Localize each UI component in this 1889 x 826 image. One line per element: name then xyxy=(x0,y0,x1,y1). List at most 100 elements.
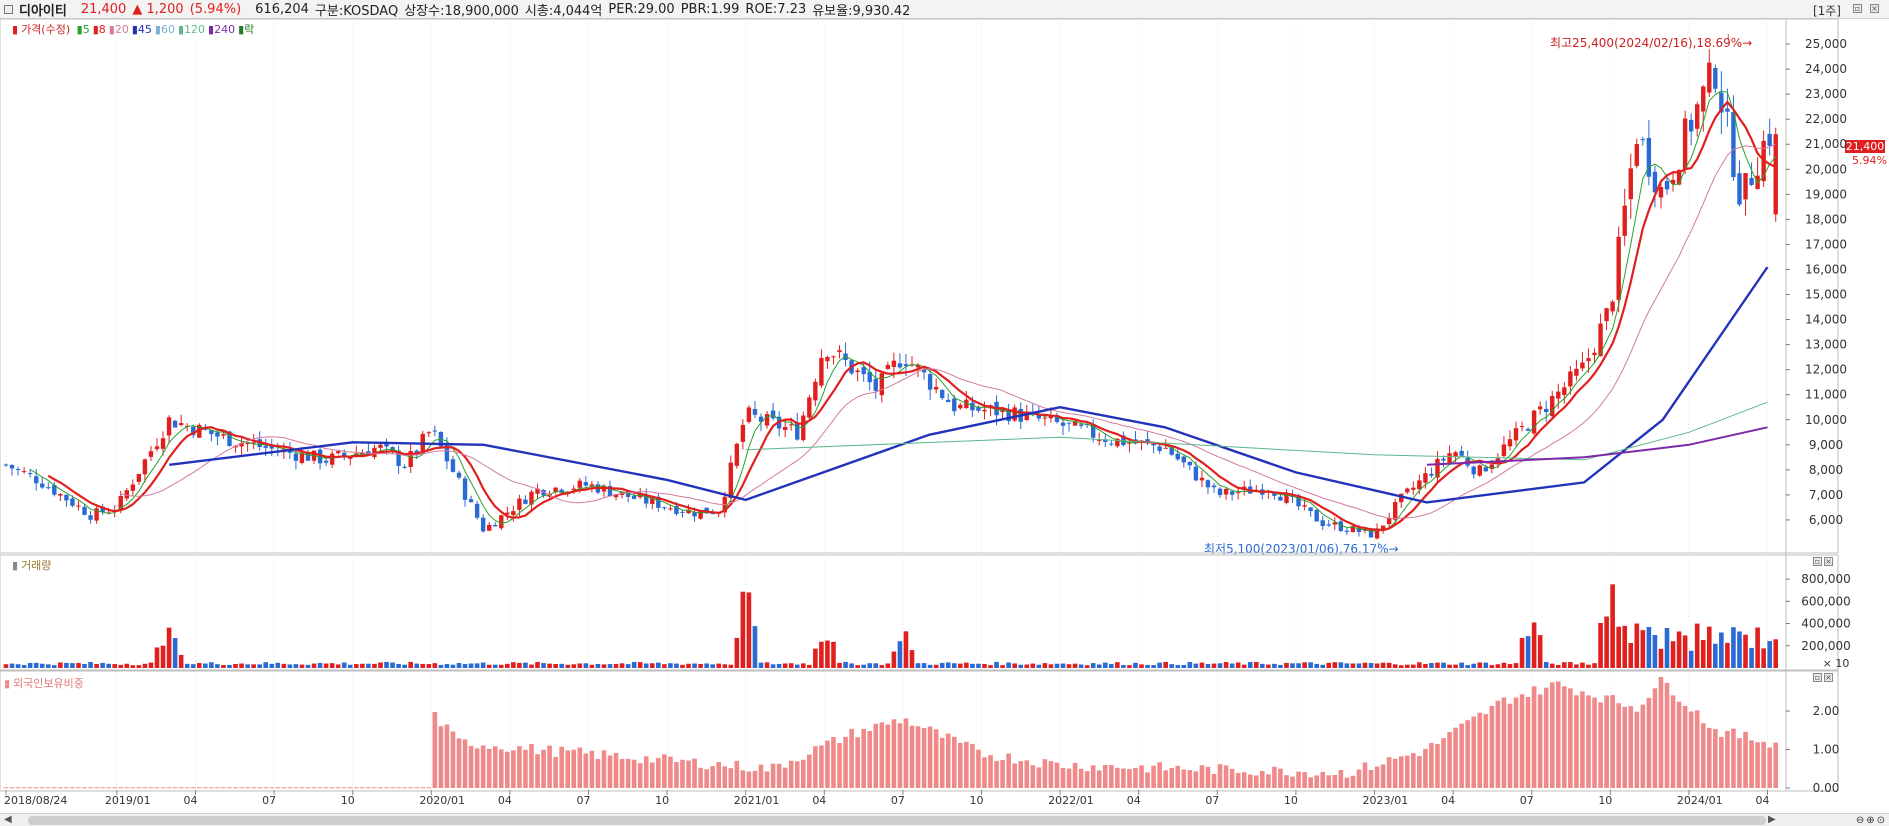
foreign-holding-bar xyxy=(136,787,142,789)
volume-bar xyxy=(1012,663,1017,668)
legend-ma-240[interactable]: ▮240 xyxy=(208,23,236,36)
close-icon[interactable]: × xyxy=(1870,4,1879,13)
volume-bar xyxy=(1513,663,1519,668)
volume-bar xyxy=(1580,662,1585,668)
candle-body xyxy=(191,426,196,436)
x-axis-label: 10 xyxy=(1598,794,1612,807)
price-tick-label: 21,000 xyxy=(1805,137,1847,151)
candle-body xyxy=(1556,391,1561,399)
foreign-holding-bar xyxy=(1531,686,1537,788)
scroll-right-icon[interactable]: ▶ xyxy=(1768,814,1776,825)
candle-body xyxy=(1235,492,1241,494)
legend-foreign-label[interactable]: 외국인보유비중 xyxy=(13,677,84,690)
volume-bar xyxy=(124,663,130,668)
volume-bar xyxy=(541,663,546,668)
candle-body xyxy=(94,508,99,521)
foreign-holding-bar xyxy=(124,787,130,789)
volume-bar xyxy=(1441,662,1446,668)
chart-menu-icon[interactable] xyxy=(4,4,13,14)
foreign-holding-bar xyxy=(637,763,643,788)
zoom-in-icon[interactable]: ⊕ xyxy=(1866,815,1875,826)
legend-rights-label[interactable]: ▮락 xyxy=(238,23,255,36)
volume-bar xyxy=(1024,664,1030,668)
period-indicator[interactable]: [1주] xyxy=(1812,4,1841,18)
listed-shares: 상장수:18,900,000 xyxy=(404,3,519,19)
volume-bar xyxy=(142,663,148,668)
volume-bar xyxy=(831,641,836,668)
volume-bar xyxy=(625,664,631,668)
volume-bar xyxy=(770,664,776,668)
foreign-holding-bar xyxy=(625,758,631,788)
stock-name[interactable]: 디아이티 xyxy=(19,3,67,19)
scroll-left-icon[interactable]: ◀ xyxy=(4,814,12,825)
volume-bar xyxy=(668,663,673,668)
legend-ma-20[interactable]: ▮20 xyxy=(108,23,129,36)
volume-bar xyxy=(1169,664,1175,668)
zoom-out-icon[interactable]: ⊖ xyxy=(1855,815,1865,826)
close-icon[interactable]: × xyxy=(1824,673,1833,682)
candle-body xyxy=(342,452,347,456)
volume-bar xyxy=(976,663,981,668)
foreign-holding-bar xyxy=(1181,769,1187,788)
close-icon[interactable]: × xyxy=(1824,557,1833,566)
candle-body xyxy=(638,494,643,498)
volume-bar xyxy=(577,663,583,668)
foreign-legend: ▮ 외국인보유비중 xyxy=(4,677,84,690)
foreign-holding-bar xyxy=(1580,691,1585,788)
legend-volume-label[interactable]: 거래량 xyxy=(21,559,52,572)
volume-bar xyxy=(148,662,154,668)
volume-bar xyxy=(160,645,166,668)
candle-body xyxy=(450,459,456,472)
candle-body xyxy=(1435,458,1440,478)
volume-bar xyxy=(1205,664,1211,668)
foreign-holding-bar xyxy=(770,763,776,788)
foreign-holding-bar xyxy=(1525,696,1531,788)
candle-body xyxy=(1537,406,1543,410)
candle-body xyxy=(1676,169,1682,185)
maximize-icon[interactable]: ▫ xyxy=(1813,673,1822,682)
legend-ma-8[interactable]: ▮8 xyxy=(92,23,106,36)
zoom-reset-icon[interactable]: ⊙ xyxy=(1876,815,1885,826)
legend-price-label[interactable]: 가격(수정) xyxy=(21,23,71,36)
restore-icon[interactable]: ▫ xyxy=(1853,4,1862,13)
candle-body xyxy=(1332,522,1337,525)
candle-body xyxy=(263,445,268,448)
foreign-holding-bar xyxy=(939,737,945,788)
candle-body xyxy=(879,373,884,396)
volume-bar xyxy=(728,664,734,668)
volume-bar xyxy=(951,663,957,668)
legend-ma-45[interactable]: ▮45 xyxy=(131,23,152,36)
legend-ma-5[interactable]: ▮5 xyxy=(76,23,90,36)
foreign-holding-bar xyxy=(1688,711,1694,788)
legend-ma-60[interactable]: ▮60 xyxy=(154,23,175,36)
candle-body xyxy=(1399,493,1404,503)
maximize-icon[interactable]: ▫ xyxy=(1813,557,1822,566)
volume-bar xyxy=(58,662,63,668)
legend-ma-120[interactable]: ▮120 xyxy=(177,23,206,36)
x-axis-label: 04 xyxy=(812,794,826,807)
foreign-holding-bar xyxy=(341,787,347,789)
x-axis-label: 10 xyxy=(341,794,355,807)
volume-bar xyxy=(408,661,413,668)
foreign-holding-bar xyxy=(1477,712,1483,788)
candle-body xyxy=(613,494,619,498)
foreign-holding-bar xyxy=(1743,731,1748,788)
volume-bar xyxy=(1531,622,1537,668)
foreign-holding-bar xyxy=(130,787,136,789)
foreign-holding-bar xyxy=(1604,695,1609,788)
volume-bar xyxy=(1483,662,1489,668)
foreign-holding-bar xyxy=(535,754,540,788)
foreign-holding-bar xyxy=(1121,768,1126,788)
horizontal-scrollbar[interactable]: ◀ ▶ ⊖ ⊕ ⊙ xyxy=(0,813,1889,826)
volume-bar xyxy=(1102,662,1108,668)
volume-bar xyxy=(1115,662,1120,668)
candle-body xyxy=(172,420,178,428)
scroll-thumb[interactable] xyxy=(28,816,1766,825)
volume-bar xyxy=(631,661,637,668)
foreign-holding-bar xyxy=(281,787,287,789)
candle-body xyxy=(317,449,323,464)
foreign-holding-bar xyxy=(1694,710,1700,788)
volume-bar xyxy=(305,664,311,668)
foreign-holding-bar xyxy=(1362,762,1368,788)
